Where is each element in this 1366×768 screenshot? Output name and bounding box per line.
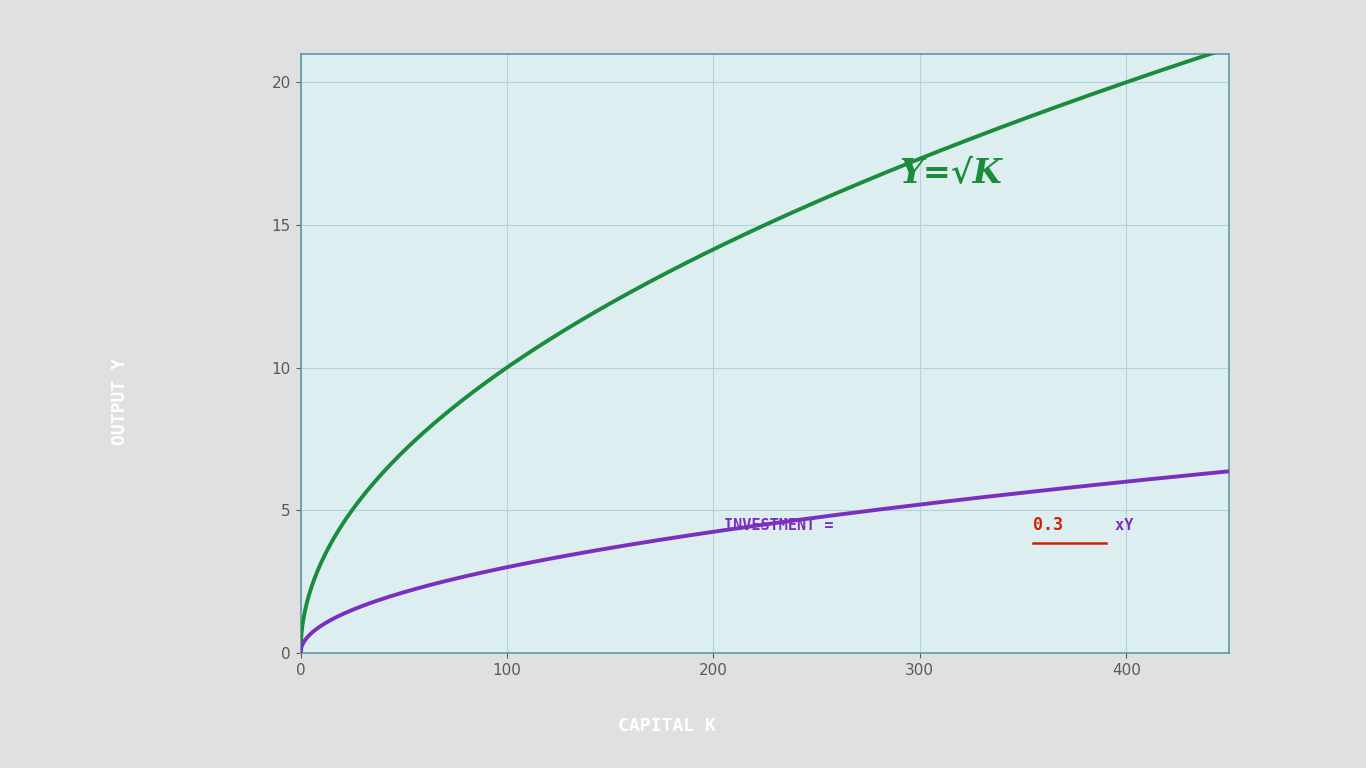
Text: xY: xY bbox=[1105, 518, 1132, 533]
Text: OUTPUT Y: OUTPUT Y bbox=[111, 358, 128, 445]
Text: INVESTMENT =: INVESTMENT = bbox=[724, 518, 843, 533]
Text: 0.3: 0.3 bbox=[1033, 516, 1063, 534]
Text: Y=√K: Y=√K bbox=[899, 156, 1001, 189]
Text: CAPITAL K: CAPITAL K bbox=[617, 717, 716, 735]
